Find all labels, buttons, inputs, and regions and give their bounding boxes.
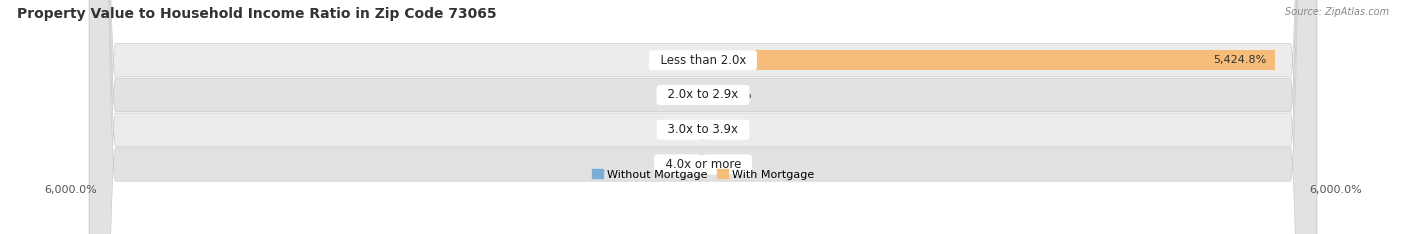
Text: 3.0x to 3.9x: 3.0x to 3.9x	[661, 123, 745, 136]
Text: 22.2%: 22.2%	[657, 125, 692, 135]
Text: 19.3%: 19.3%	[713, 159, 749, 169]
Text: 17.1%: 17.1%	[658, 90, 693, 100]
Bar	[703, 120, 706, 140]
Bar	[700, 120, 703, 140]
Text: 5,424.8%: 5,424.8%	[1213, 55, 1267, 65]
Text: 29.8%: 29.8%	[714, 125, 751, 135]
Text: 33.7%: 33.7%	[655, 159, 690, 169]
FancyBboxPatch shape	[89, 0, 1317, 234]
Bar	[702, 85, 703, 105]
FancyBboxPatch shape	[89, 0, 1317, 234]
Text: Property Value to Household Income Ratio in Zip Code 73065: Property Value to Household Income Ratio…	[17, 7, 496, 21]
Text: 42.8%: 42.8%	[716, 90, 752, 100]
Bar	[703, 85, 707, 105]
Bar	[700, 50, 703, 70]
Text: Less than 2.0x: Less than 2.0x	[652, 54, 754, 67]
Text: 4.0x or more: 4.0x or more	[658, 158, 748, 171]
Text: 2.0x to 2.9x: 2.0x to 2.9x	[661, 88, 745, 102]
Legend: Without Mortgage, With Mortgage: Without Mortgage, With Mortgage	[588, 165, 818, 184]
Text: Source: ZipAtlas.com: Source: ZipAtlas.com	[1285, 7, 1389, 17]
Bar	[703, 154, 704, 175]
Text: 27.0%: 27.0%	[657, 55, 692, 65]
FancyBboxPatch shape	[89, 0, 1317, 234]
Bar	[703, 50, 1275, 70]
FancyBboxPatch shape	[89, 0, 1317, 234]
Bar	[699, 154, 703, 175]
